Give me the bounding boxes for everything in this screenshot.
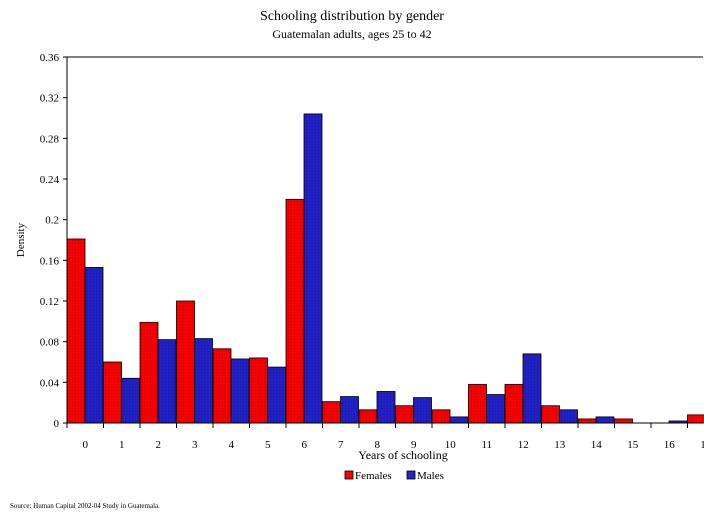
- y-tick-label: 0.08: [40, 337, 60, 349]
- bar-males-12: [522, 353, 542, 424]
- x-tick-label: 15: [627, 439, 639, 451]
- bar-females-0: [66, 238, 86, 424]
- bar-females-10: [431, 409, 451, 424]
- y-tick-label: 0: [54, 418, 60, 430]
- y-tick-label: 0.24: [40, 174, 60, 186]
- bar-males-11: [486, 394, 505, 424]
- bar-females-5: [249, 357, 268, 424]
- bar-females-3: [176, 300, 195, 424]
- bar-females-15: [614, 418, 633, 424]
- bar-females-7: [322, 401, 341, 424]
- y-tick-label: 0.2: [45, 215, 59, 227]
- bar-females-13: [541, 405, 560, 424]
- legend-swatch-males: [406, 470, 416, 480]
- x-tick-label: 0: [83, 439, 89, 451]
- x-tick-label: 3: [192, 439, 198, 451]
- bar-males-13: [559, 409, 578, 424]
- x-tick-label: 17: [700, 439, 704, 451]
- y-tick-label: 0.04: [40, 377, 60, 389]
- x-tick-label: 1: [119, 439, 125, 451]
- bar-males-5: [267, 366, 286, 424]
- bar-males-4: [230, 358, 250, 424]
- bar-males-1: [121, 377, 140, 424]
- x-tick-label: 13: [554, 439, 566, 451]
- bar-females-17: [687, 414, 704, 424]
- x-tick-label: 6: [302, 439, 308, 451]
- bar-males-14: [595, 416, 615, 424]
- bar-males-10: [449, 416, 469, 424]
- bar-males-0: [84, 267, 104, 424]
- bar-females-6: [285, 198, 305, 424]
- x-tick-label: 5: [265, 439, 271, 451]
- chart-title: Schooling distribution by gender: [260, 9, 444, 24]
- bar-females-12: [504, 383, 524, 424]
- bar-males-7: [340, 396, 359, 424]
- y-tick-label: 0.16: [40, 255, 60, 267]
- bar-males-6: [303, 113, 323, 424]
- y-tick-label: 0.12: [40, 296, 59, 308]
- x-tick-label: 4: [229, 439, 235, 451]
- bar-males-8: [376, 391, 396, 424]
- x-tick-label: 12: [518, 439, 529, 451]
- x-tick-label: 10: [445, 439, 457, 451]
- bar-females-4: [212, 348, 232, 424]
- x-tick-label: 7: [338, 439, 344, 451]
- legend-swatch-females: [344, 470, 354, 480]
- legend-label-females: Females: [355, 470, 392, 482]
- y-axis-label: Density: [15, 222, 27, 257]
- x-tick-label: 8: [375, 439, 381, 451]
- x-tick-label: 11: [481, 439, 492, 451]
- x-axis-label: Years of schooling: [358, 448, 447, 462]
- bar-females-8: [358, 409, 378, 424]
- source-note: Source: Human Capital 2002-04 Study in G…: [10, 502, 160, 510]
- bar-males-3: [194, 338, 213, 424]
- x-tick-label: 2: [156, 439, 162, 451]
- bar-males-2: [157, 339, 177, 424]
- y-tick-label: 0.28: [40, 133, 60, 145]
- y-tick-label: 0.36: [40, 52, 60, 64]
- bar-females-1: [103, 361, 122, 424]
- x-tick-label: 16: [664, 439, 676, 451]
- bar-females-2: [139, 321, 159, 424]
- x-tick-label: 9: [411, 439, 417, 451]
- bar-males-9: [413, 397, 432, 424]
- bar-females-14: [577, 418, 597, 424]
- y-tick-label: 0.32: [40, 93, 59, 105]
- bar-females-11: [468, 383, 487, 424]
- chart-subtitle: Guatemalan adults, ages 25 to 42: [272, 27, 432, 41]
- x-tick-label: 14: [591, 439, 603, 451]
- legend-label-males: Males: [417, 470, 444, 482]
- bar-females-9: [395, 405, 414, 424]
